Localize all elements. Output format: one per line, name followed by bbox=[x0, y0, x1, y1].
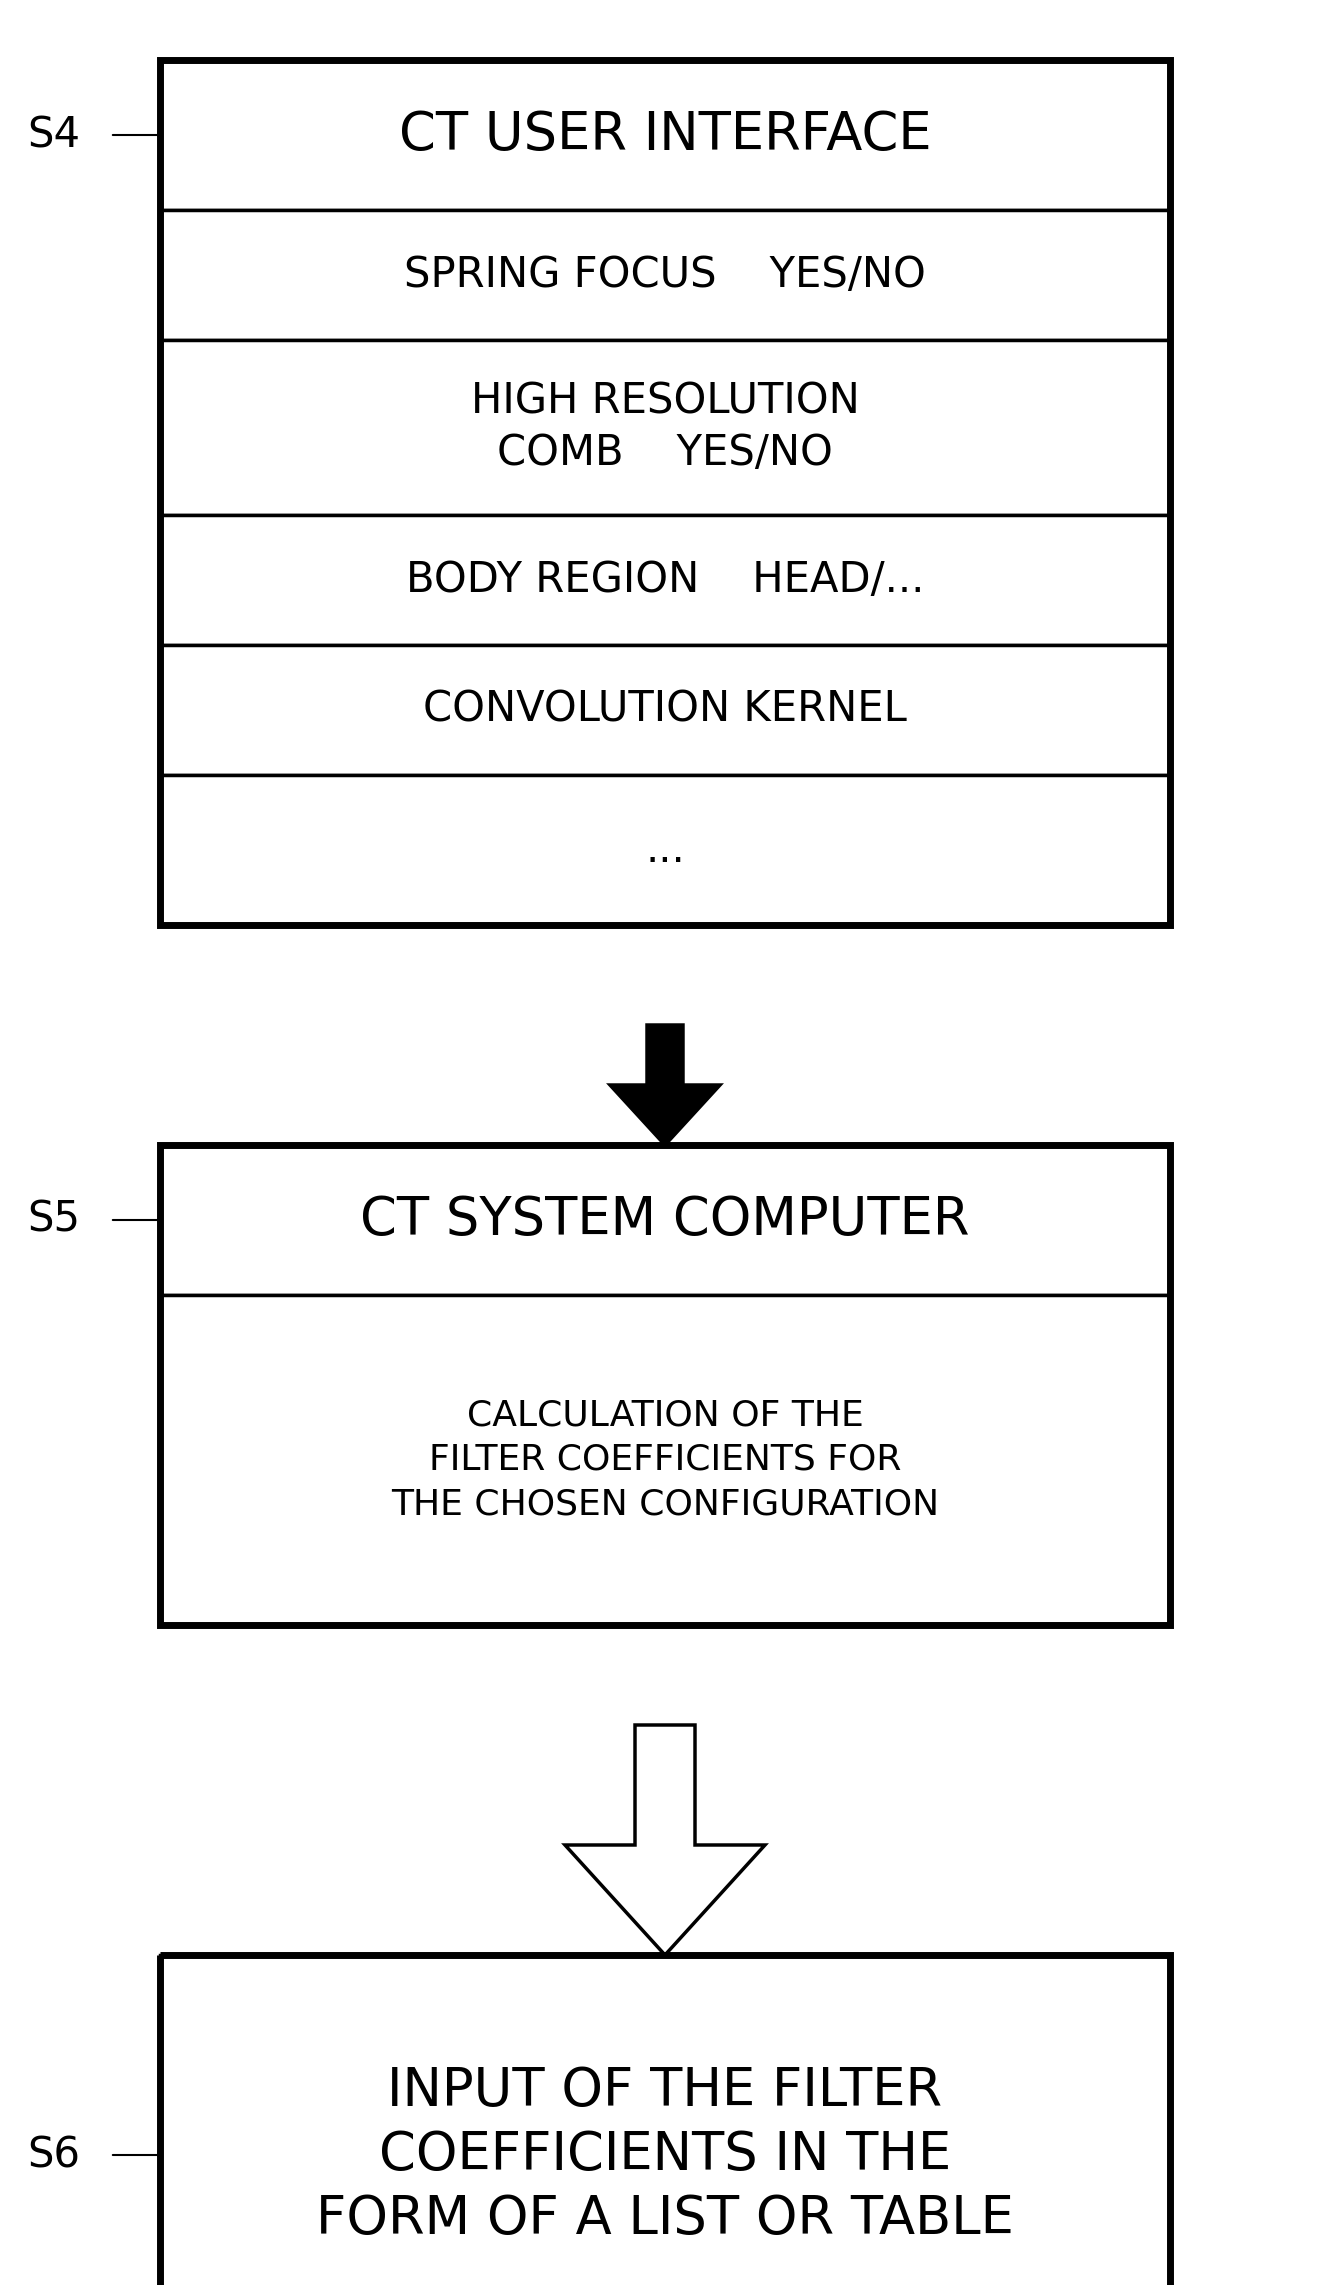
Polygon shape bbox=[565, 1725, 765, 1956]
Bar bbox=[160, 59, 1169, 925]
Text: S5: S5 bbox=[27, 1200, 80, 1241]
Bar bbox=[160, 514, 1169, 644]
Text: SPRING FOCUS    YES/NO: SPRING FOCUS YES/NO bbox=[405, 254, 926, 297]
Bar bbox=[160, 1145, 1169, 1625]
Text: CALCULATION OF THE
FILTER COEFFICIENTS FOR
THE CHOSEN CONFIGURATION: CALCULATION OF THE FILTER COEFFICIENTS F… bbox=[391, 1398, 939, 1522]
Text: S6: S6 bbox=[27, 2134, 80, 2175]
Text: INPUT OF THE FILTER
COEFFICIENTS IN THE
FORM OF A LIST OR TABLE: INPUT OF THE FILTER COEFFICIENTS IN THE … bbox=[316, 2066, 1015, 2246]
Text: CONVOLUTION KERNEL: CONVOLUTION KERNEL bbox=[423, 690, 906, 731]
Text: CT SYSTEM COMPUTER: CT SYSTEM COMPUTER bbox=[360, 1195, 969, 1245]
Bar bbox=[160, 775, 1169, 925]
Bar bbox=[160, 1956, 1169, 2285]
Bar bbox=[160, 59, 1169, 210]
Bar bbox=[160, 210, 1169, 340]
Text: S4: S4 bbox=[27, 114, 80, 155]
Bar bbox=[160, 1956, 1169, 2285]
Text: HIGH RESOLUTION
COMB    YES/NO: HIGH RESOLUTION COMB YES/NO bbox=[471, 382, 860, 475]
Bar bbox=[160, 644, 1169, 775]
Bar bbox=[160, 340, 1169, 514]
Text: BODY REGION    HEAD/...: BODY REGION HEAD/... bbox=[406, 560, 924, 601]
Bar bbox=[160, 1296, 1169, 1625]
Text: CT USER INTERFACE: CT USER INTERFACE bbox=[399, 110, 932, 160]
Text: ...: ... bbox=[645, 829, 685, 871]
Polygon shape bbox=[610, 1026, 720, 1145]
Bar bbox=[160, 1145, 1169, 1296]
